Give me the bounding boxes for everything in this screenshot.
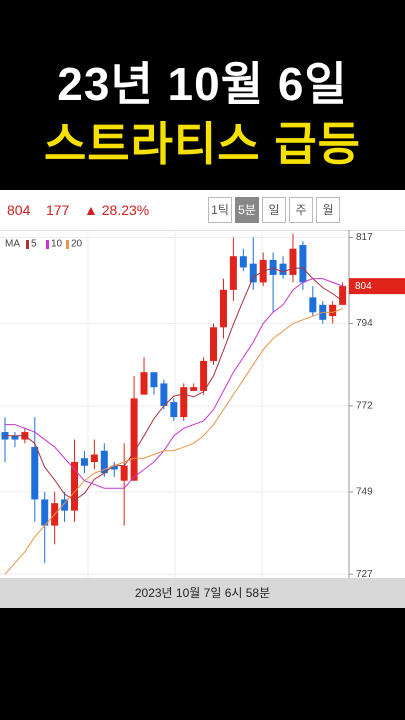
period-button[interactable]: 1틱 (208, 197, 232, 223)
legend-label: 10 (51, 239, 63, 250)
candle-body (339, 286, 347, 305)
chart: 727 749 772 794 817 MA 5 10 20 804 (0, 230, 405, 578)
y-tick-label: 817 (356, 232, 373, 243)
candle-body (120, 465, 128, 481)
quote-bar: 804 177 ▲ 28.23% 1틱 5분 일 주 월 (0, 190, 405, 231)
candle-body (160, 383, 168, 406)
candle-body (80, 458, 88, 466)
price-tag (349, 278, 405, 295)
y-tick-label: 794 (356, 318, 373, 329)
y-tick-label: 727 (356, 569, 373, 578)
candle-body (100, 450, 108, 474)
candle-body (309, 297, 317, 313)
candle-body (170, 402, 178, 418)
legend-swatch (46, 240, 49, 249)
candle-body (180, 387, 188, 418)
ma-line (5, 278, 343, 489)
legend-label: 5 (31, 239, 37, 250)
price: 804 (7, 202, 31, 218)
legend-swatch (26, 240, 29, 249)
title-line: 23년 10월 6일 (57, 58, 348, 110)
change-rate: ▲ 28.23% (84, 202, 150, 218)
candle-body (71, 462, 79, 511)
timestamp: 2023년 10월 7일 6시 58분 (0, 578, 405, 608)
legend-title: MA (5, 239, 20, 250)
candle-body (140, 372, 148, 395)
period-button[interactable]: 주 (289, 197, 313, 223)
candle-body (210, 327, 218, 361)
period-button[interactable]: 일 (262, 197, 286, 223)
candle-body (269, 259, 277, 275)
ma-line (5, 267, 343, 501)
candle-body (31, 447, 39, 500)
candle-body (130, 398, 138, 481)
y-tick-label: 749 (356, 487, 373, 498)
change: 177 (46, 202, 70, 218)
candle-body (150, 372, 158, 388)
candle-body (41, 499, 49, 526)
title-line: 스트라티스 급등 (43, 118, 362, 170)
candle-body (190, 387, 198, 391)
candle-body (11, 435, 19, 440)
candle-body (279, 263, 287, 275)
candle-body (61, 499, 69, 511)
y-tick-label: 772 (356, 401, 373, 412)
candle-body (110, 465, 118, 470)
chart-panel: 804 177 ▲ 28.23% 1틱 5분 일 주 월 727 749 772 794 817… (0, 190, 405, 608)
period-button[interactable]: 5분 (235, 197, 259, 223)
candle-body (200, 360, 208, 391)
candle-body (229, 256, 237, 290)
period-button[interactable]: 월 (316, 197, 340, 223)
candle-body (249, 263, 257, 283)
legend-swatch (66, 240, 69, 249)
candle-body (90, 454, 98, 462)
candle-body (219, 289, 227, 328)
candle-body (239, 256, 247, 268)
candle-body (329, 304, 337, 317)
price-tag-label: 804 (355, 281, 372, 292)
ma-line (4, 308, 343, 575)
legend-label: 20 (71, 239, 83, 250)
candle-body (299, 244, 307, 283)
candle-body (289, 248, 297, 275)
